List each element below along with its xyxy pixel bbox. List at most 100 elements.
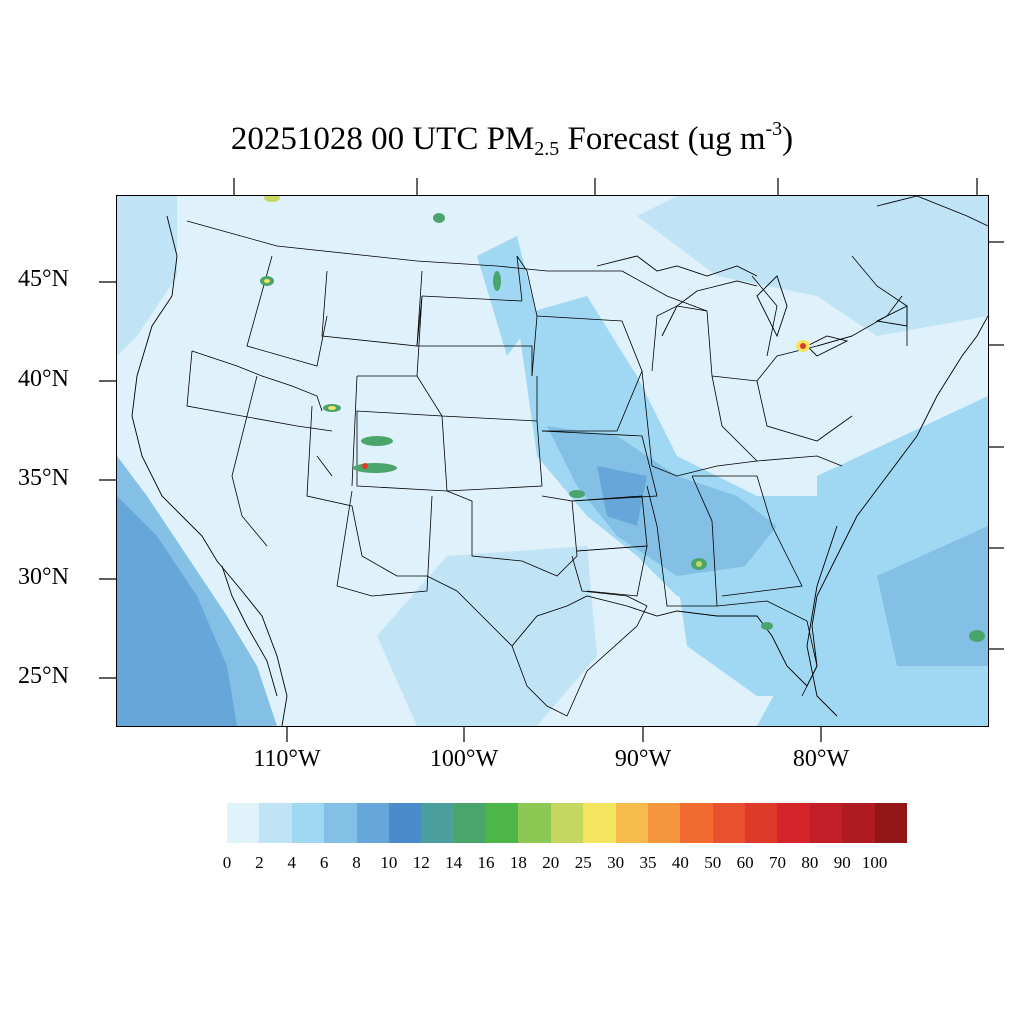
hotspots (260, 196, 985, 642)
hotspot-core (264, 279, 270, 283)
colorbar-tick-label: 20 (542, 853, 560, 872)
colorbar-tick-label: 14 (445, 853, 463, 872)
colorbar-cell (712, 803, 745, 843)
state-line (306, 405, 427, 577)
state-line (351, 375, 358, 487)
great-lakes (661, 280, 758, 337)
mississippi-field (547, 426, 777, 576)
colorbar-cell (259, 803, 292, 843)
colorbar (227, 803, 907, 843)
hotspot (433, 213, 445, 223)
title-text-close: ) (782, 121, 794, 157)
lon-label-110: 110°W (253, 746, 321, 772)
hotspot (353, 463, 397, 473)
map-panel (116, 195, 989, 727)
hotspot-core (696, 561, 702, 567)
colorbar-cell (486, 803, 519, 843)
colorbar-cell (227, 803, 260, 843)
colorbar-cell (421, 803, 454, 843)
colorbar-cell (842, 803, 875, 843)
pm25-map (117, 196, 988, 726)
baja-coast (221, 565, 278, 697)
lat-label-30: 30°N (18, 564, 69, 590)
lat-label-45: 45°N (18, 266, 69, 292)
mississippi-alabama (646, 475, 718, 607)
lake-michigan (756, 275, 788, 338)
colorbar-cell (453, 803, 486, 843)
pennsylvania-ny (816, 295, 903, 347)
colorbar-cell (356, 803, 389, 843)
dakota-line (417, 345, 533, 376)
colorbar-cell (583, 803, 616, 843)
colorbar-tick-label: 90 (833, 853, 851, 872)
colorbar-cell (615, 803, 648, 843)
boundaries (186, 220, 908, 717)
state-line (186, 350, 333, 432)
new-mexico (336, 490, 433, 597)
hotspot (361, 436, 393, 446)
colorbar-tick-label: 4 (287, 853, 297, 872)
lake-erie (806, 335, 849, 357)
chart-title: 20251028 00 UTC PM2.5 Forecast (ug m-3) (0, 118, 1024, 161)
lat-label-40: 40°N (18, 366, 69, 392)
minnesota-line (516, 255, 538, 377)
texas-field (377, 546, 597, 726)
colorbar-cell (745, 803, 778, 843)
colorbar-cell (777, 803, 810, 843)
colorbar-tick-label: 80 (801, 853, 819, 872)
title-subscript: 2.5 (534, 138, 560, 160)
title-superscript: -3 (765, 118, 783, 140)
state-line (316, 455, 333, 477)
atlantic-field-dark (877, 526, 988, 666)
colorbar-cell (518, 803, 551, 843)
colorbar-tick-label: 2 (255, 853, 264, 872)
lat-label-25: 25°N (18, 663, 69, 689)
colorbar-tick-label: 60 (736, 853, 754, 872)
title-text-main: 20251028 00 UTC PM (230, 121, 535, 157)
state-line (321, 270, 423, 347)
texas (426, 555, 648, 717)
louisiana (576, 545, 648, 597)
coastlines (131, 196, 988, 726)
nebraska (416, 375, 538, 422)
dakota-west (416, 270, 423, 347)
colorbar-cell (647, 803, 681, 843)
oklahoma (446, 490, 578, 577)
colorbar-tick-label: 40 (671, 853, 689, 872)
colorbar-cell (324, 803, 357, 843)
colorbar-tick-label: 100 (861, 853, 888, 872)
colorbar-cell (388, 803, 422, 843)
canada-coast (876, 196, 988, 227)
florida-coast (806, 525, 838, 717)
michigan (751, 275, 778, 357)
colorbar-tick-label: 35 (639, 853, 657, 872)
lake-superior (596, 255, 758, 277)
colorbar-tick-label: 16 (477, 853, 495, 872)
colorbar-tick-label: 10 (380, 853, 398, 872)
colorbar-tick-label: 50 (704, 853, 722, 872)
colorbar-tick-label: 18 (509, 853, 527, 872)
lake-border (621, 270, 708, 312)
colorbar-cell (874, 803, 907, 843)
georgia (692, 475, 803, 597)
indiana (711, 375, 758, 462)
colorbar-tick-label: 30 (607, 853, 625, 872)
hotspot-core (800, 343, 806, 349)
gulf-atlantic-coast (511, 315, 988, 687)
west-virginia (756, 380, 853, 442)
state-line (246, 255, 328, 367)
colorbar-cell (680, 803, 713, 843)
missouri (541, 430, 658, 502)
state-line (231, 375, 268, 547)
state-line (191, 350, 323, 412)
lon-label-80: 80°W (792, 746, 850, 772)
lon-label-90: 90°W (614, 746, 672, 772)
northwest-field (117, 196, 177, 356)
colorbar-tick-label: 70 (768, 853, 786, 872)
hotspot (969, 630, 985, 642)
colorbar-tick-label: 8 (352, 853, 361, 872)
dakota-divide (421, 295, 523, 302)
lake-ontario (875, 305, 908, 327)
hotspot (264, 196, 280, 202)
colorbar-cell (291, 803, 325, 843)
